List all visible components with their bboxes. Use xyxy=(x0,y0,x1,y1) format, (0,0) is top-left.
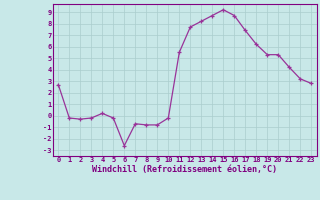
X-axis label: Windchill (Refroidissement éolien,°C): Windchill (Refroidissement éolien,°C) xyxy=(92,165,277,174)
